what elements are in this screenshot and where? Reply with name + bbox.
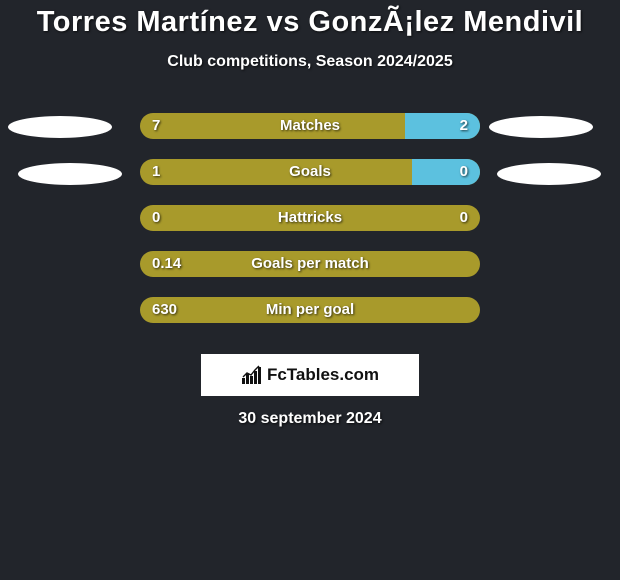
value-right: 0 [460,205,468,231]
metric-label: Min per goal [140,297,480,323]
page-title: Torres Martínez vs GonzÃ¡lez Mendivil [0,0,620,39]
player-left-marker [8,116,112,138]
value-left: 0.14 [152,251,181,277]
stat-row: Goals per match0.14 [0,251,620,277]
value-right: 0 [460,159,468,185]
value-right: 2 [460,113,468,139]
metric-label: Hattricks [140,205,480,231]
comparison-infographic: Torres Martínez vs GonzÃ¡lez Mendivil Cl… [0,0,620,580]
player-left-marker [18,163,122,185]
metric-label: Goals per match [140,251,480,277]
bars-icon [241,365,263,385]
stat-row: Min per goal630 [0,297,620,323]
date-label: 30 september 2024 [0,410,620,428]
value-left: 0 [152,205,160,231]
player-right-marker [489,116,593,138]
value-left: 1 [152,159,160,185]
stat-row: Hattricks0 0 [0,205,620,231]
chart-area: Matches72Goals10Hattricks00Goals per mat… [0,113,620,323]
logo-box: FcTables.com [201,354,419,396]
player-right-marker [497,163,601,185]
page-subtitle: Club competitions, Season 2024/2025 [0,53,620,71]
value-left: 7 [152,113,160,139]
metric-label: Goals [140,159,480,185]
logo-text: FcTables.com [267,365,379,385]
value-left: 630 [152,297,177,323]
metric-label: Matches [140,113,480,139]
